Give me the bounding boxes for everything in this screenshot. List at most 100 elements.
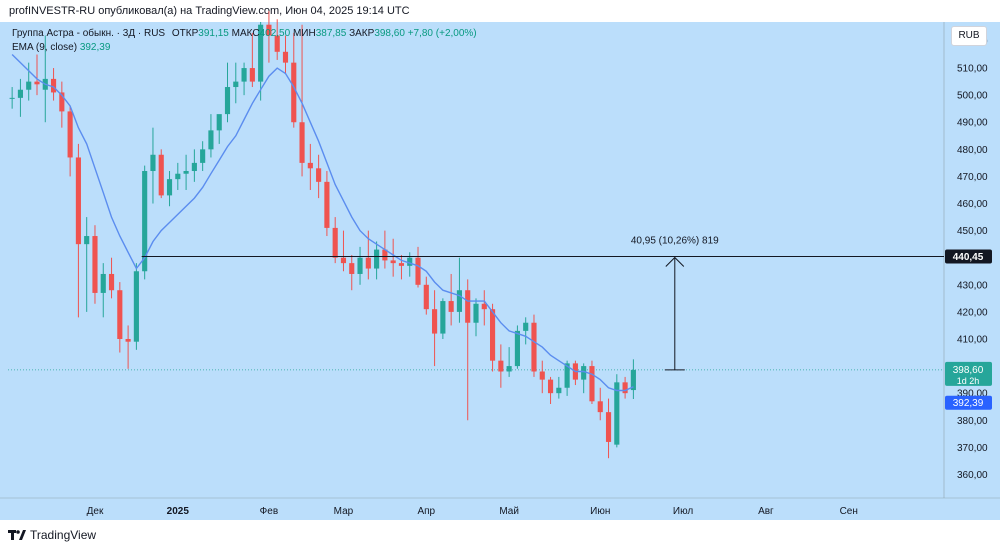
currency-button[interactable]: RUB <box>951 26 987 46</box>
ema-line <box>11 53 634 392</box>
candle-body <box>249 68 255 82</box>
candle-body <box>216 114 222 131</box>
candle-body <box>614 382 620 445</box>
candle-body <box>448 301 454 312</box>
legend-high-label: МАКС <box>231 28 260 39</box>
last-price-badge-bg <box>945 361 992 386</box>
y-tick-label: 390,00 <box>957 389 988 400</box>
candle-body <box>274 35 280 52</box>
candle-body <box>291 62 297 123</box>
candle-body <box>440 301 446 334</box>
candle-body <box>365 257 371 269</box>
x-tick-label: Дек <box>87 506 104 517</box>
candle-body <box>50 78 57 93</box>
candle-body <box>266 24 272 36</box>
legend-ema-value: 392,39 <box>79 42 111 53</box>
x-tick-label: Авг <box>758 506 774 517</box>
candle-body <box>581 366 587 380</box>
candle-body <box>539 371 545 380</box>
candle-body <box>589 366 595 402</box>
candle-body <box>17 89 23 98</box>
candle-body <box>357 257 363 274</box>
x-tick-label: Мар <box>334 506 354 517</box>
candle-body <box>84 236 90 245</box>
candle-body <box>407 257 413 266</box>
candle-body <box>59 92 65 112</box>
x-tick-label: Апр <box>417 506 435 517</box>
candle-body <box>241 68 247 82</box>
candle-body <box>150 154 156 172</box>
x-tick-label: Июн <box>590 506 610 517</box>
candle-body <box>200 149 206 163</box>
x-tick-label: Июл <box>673 506 693 517</box>
candle-body <box>531 322 537 372</box>
candle-body <box>299 122 305 163</box>
candle-body <box>224 87 231 115</box>
x-tick-label: Май <box>499 506 519 517</box>
candle-body <box>390 260 396 264</box>
candle-body <box>398 263 405 266</box>
candle-body <box>75 157 81 245</box>
legend-ema-row[interactable]: EMA (9, close) 392,39 <box>12 41 477 55</box>
candle-body <box>349 263 355 274</box>
candle-body <box>605 412 612 442</box>
legend-change: +7,80 (+2,00%) <box>407 28 477 39</box>
candle-body <box>67 111 73 158</box>
candle-body <box>208 130 214 150</box>
candle-body <box>374 249 380 269</box>
publication-info: profINVESTR-RU опубликовал(а) на Trading… <box>9 5 410 17</box>
candle-body <box>307 162 313 169</box>
legend-low-label: МИН <box>292 28 316 39</box>
level-price-badge-bg <box>945 249 992 264</box>
candle-body <box>456 290 463 312</box>
candle-body <box>514 330 520 367</box>
candle-body <box>465 290 471 323</box>
x-tick-label: Сен <box>840 506 858 517</box>
candle-body <box>191 162 197 172</box>
candle-body <box>423 284 429 310</box>
candle-body <box>432 309 438 334</box>
legend-instrument[interactable]: Группа Астра - обыкн. · 3Д · RUS <box>12 28 166 39</box>
y-tick-label: 380,00 <box>957 416 988 427</box>
candle-body <box>498 360 504 372</box>
y-tick-label: 510,00 <box>957 64 988 75</box>
candle-body <box>183 171 189 174</box>
legend-ema-label: EMA (9, close) <box>12 42 78 53</box>
y-tick-label: 420,00 <box>957 307 988 318</box>
candle-body <box>100 273 106 293</box>
y-tick-label: 470,00 <box>957 172 988 183</box>
legend-close-value: 398,60 <box>374 28 405 39</box>
candle-body <box>175 173 181 180</box>
candle-body <box>547 379 554 394</box>
candle-body <box>556 387 562 394</box>
candle-body <box>473 303 479 323</box>
candle-body <box>630 369 636 391</box>
candle-body <box>9 97 15 99</box>
candle-body <box>523 322 529 331</box>
y-tick-label: 430,00 <box>957 280 988 291</box>
candle-body <box>26 81 32 90</box>
candle-body <box>133 271 139 342</box>
chart-legend: Группа Астра - обыкн. · 3Д · RUS ОТКР391… <box>12 27 477 55</box>
candle-body <box>166 179 173 196</box>
y-tick-label: 500,00 <box>957 91 988 102</box>
y-tick-label: 410,00 <box>957 334 988 345</box>
candle-body <box>564 363 570 388</box>
candle-body <box>282 51 289 63</box>
y-tick-label: 480,00 <box>957 145 988 156</box>
footer-branding: TradingView <box>8 528 96 542</box>
legend-open-value: 391,15 <box>198 28 229 39</box>
y-tick-label: 490,00 <box>957 118 988 129</box>
bar-countdown: 1d 2h <box>957 376 980 386</box>
candle-body <box>489 309 496 361</box>
legend-ohlc-row: Группа Астра - обыкн. · 3Д · RUS ОТКР391… <box>12 27 477 41</box>
candle-body <box>108 273 115 291</box>
candle-body <box>415 257 421 285</box>
y-tick-label: 360,00 <box>957 470 988 481</box>
x-tick-label: 2025 <box>167 506 190 517</box>
candle-body <box>258 24 264 82</box>
legend-low-value: 387,85 <box>315 28 347 39</box>
candle-body <box>622 382 628 394</box>
chart-panel[interactable] <box>0 22 1000 520</box>
